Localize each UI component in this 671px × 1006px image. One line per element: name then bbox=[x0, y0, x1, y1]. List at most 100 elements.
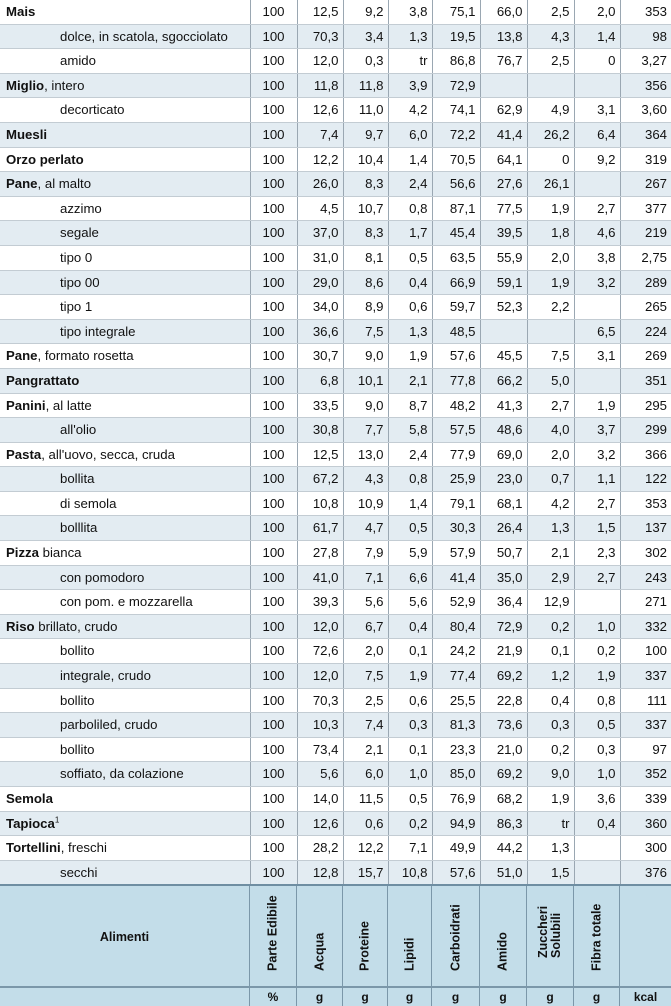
lipidi-cell: 0,1 bbox=[388, 737, 433, 763]
acqua-cell: 34,0 bbox=[297, 294, 344, 320]
lipidi-cell: 7,1 bbox=[388, 835, 433, 861]
table-row: Riso brillato, crudo 100 12,0 6,7 0,4 80,4 72,… bbox=[0, 614, 671, 640]
food-name-cell: Muesli bbox=[0, 122, 251, 148]
unit-cell: kcal bbox=[633, 990, 658, 1004]
food-name-cell: con pom. e mozzarella bbox=[0, 589, 251, 615]
header-carboidrati: Carboidrati bbox=[432, 886, 480, 988]
food-name: Semola bbox=[6, 791, 53, 806]
lipidi-cell: 1,9 bbox=[388, 663, 433, 689]
food-name-cell: bollito bbox=[0, 638, 251, 665]
carboidrati-cell: 70,5 bbox=[432, 147, 481, 173]
lipidi-cell: 0,8 bbox=[388, 196, 433, 222]
lipidi-cell: 0,5 bbox=[388, 245, 433, 271]
amido-cell: 68,2 bbox=[480, 786, 528, 812]
parte-edibile-cell: 100 bbox=[250, 565, 298, 591]
energia-cell: 289 bbox=[620, 270, 671, 296]
parte-edibile-cell: 100 bbox=[250, 24, 298, 50]
food-name-cell: amido bbox=[0, 48, 251, 74]
table-row: tipo 0 100 31,0 8,1 0,5 63,5 55,9 2,0 3,8 2,75 bbox=[0, 245, 671, 271]
zuccheri-solubili-cell: 1,9 bbox=[527, 270, 575, 296]
parte-edibile-cell: 100 bbox=[250, 270, 298, 296]
parte-edibile-cell: 100 bbox=[250, 860, 298, 886]
energia-cell: 299 bbox=[620, 417, 671, 443]
zuccheri-solubili-cell: 2,0 bbox=[527, 442, 575, 468]
proteine-cell: 12,2 bbox=[343, 835, 389, 861]
parte-edibile-cell: 100 bbox=[250, 171, 298, 197]
lipidi-cell: 1,7 bbox=[388, 220, 433, 246]
zuccheri-solubili-cell: 9,0 bbox=[527, 761, 575, 787]
lipidi-cell: 0,3 bbox=[388, 712, 433, 738]
food-qualifier: , all'uovo, secca, cruda bbox=[41, 446, 175, 462]
table-row: all'olio 100 30,8 7,7 5,8 57,5 48,6 4,0 3,7 299 bbox=[0, 417, 671, 443]
table-row: Tortellini, freschi 100 28,2 12,2 7,1 49,9 44,… bbox=[0, 835, 671, 861]
amido-cell: 26,4 bbox=[480, 515, 528, 542]
zuccheri-solubili-cell: 1,5 bbox=[527, 860, 575, 886]
zuccheri-solubili-cell: 2,1 bbox=[527, 540, 575, 566]
table-row: soffiato, da colazione 100 5,6 6,0 1,0 85,0 69… bbox=[0, 761, 671, 787]
unit-cell: g bbox=[297, 988, 343, 1006]
energia-cell: 353 bbox=[620, 0, 671, 25]
amido-cell: 72,9 bbox=[480, 614, 528, 640]
carboidrati-cell: 63,5 bbox=[432, 245, 481, 271]
food-qualifier: , freschi bbox=[60, 840, 107, 856]
food-name-cell: bollito bbox=[0, 737, 251, 763]
food-qualifier: all'olio bbox=[60, 422, 97, 438]
table-row: Pangrattato 100 6,8 10,1 2,1 77,8 66,2 5,0 351 bbox=[0, 368, 671, 394]
amido-cell bbox=[480, 73, 528, 99]
acqua-cell: 61,7 bbox=[297, 515, 344, 542]
header-label: Proteine bbox=[357, 920, 372, 971]
lipidi-cell: 0,4 bbox=[388, 614, 433, 640]
lipidi-cell: 0,6 bbox=[388, 294, 433, 320]
food-name-cell: Tapioca1 bbox=[0, 811, 251, 837]
proteine-cell: 10,9 bbox=[343, 491, 389, 517]
fibra-totale-cell: 0 bbox=[574, 48, 621, 74]
header-lipidi: Lipidi bbox=[388, 886, 432, 988]
food-name-cell: decorticato bbox=[0, 97, 251, 123]
fibra-totale-cell: 2,7 bbox=[574, 565, 621, 591]
energia-cell: 364 bbox=[620, 122, 671, 148]
amido-cell: 68,1 bbox=[480, 491, 528, 517]
table-row: bollito 100 72,6 2,0 0,1 24,2 21,9 0,1 0,2 100 bbox=[0, 638, 671, 665]
carboidrati-cell: 25,9 bbox=[432, 466, 481, 492]
proteine-cell: 8,3 bbox=[343, 171, 389, 197]
parte-edibile-cell: 100 bbox=[250, 245, 298, 271]
fibra-totale-cell: 0,3 bbox=[574, 737, 621, 763]
table-row: di semola 100 10,8 10,9 1,4 79,1 68,1 4,2 2,7 353 bbox=[0, 491, 671, 517]
fibra-totale-cell: 1,9 bbox=[574, 663, 621, 689]
energia-cell: 3,60 bbox=[620, 97, 671, 123]
table-row: con pom. e mozzarella 100 39,3 5,6 5,6 52,9 36… bbox=[0, 589, 671, 615]
carboidrati-cell: 57,6 bbox=[432, 343, 481, 369]
fibra-totale-cell: 9,2 bbox=[574, 147, 621, 173]
carboidrati-cell: 56,6 bbox=[432, 171, 481, 197]
amido-cell: 69,2 bbox=[480, 761, 528, 787]
food-name-cell: tipo 00 bbox=[0, 270, 251, 296]
lipidi-cell: 3,9 bbox=[388, 73, 433, 99]
parte-edibile-cell: 100 bbox=[250, 73, 298, 99]
carboidrati-cell: 79,1 bbox=[432, 491, 481, 517]
parte-edibile-cell: 100 bbox=[250, 122, 298, 148]
food-name: Orzo perlato bbox=[6, 151, 84, 167]
proteine-cell: 0,6 bbox=[343, 811, 389, 837]
energia-cell: 3,27 bbox=[620, 48, 671, 74]
amido-cell: 13,8 bbox=[480, 24, 528, 50]
acqua-cell: 12,2 bbox=[297, 147, 344, 173]
carboidrati-cell: 81,3 bbox=[432, 712, 481, 738]
fibra-totale-cell: 3,2 bbox=[574, 442, 621, 468]
parte-edibile-cell: 100 bbox=[250, 712, 298, 738]
acqua-cell: 10,3 bbox=[297, 712, 344, 738]
carboidrati-cell: 19,5 bbox=[432, 24, 481, 50]
carboidrati-cell: 77,8 bbox=[432, 368, 481, 394]
parte-edibile-cell: 100 bbox=[250, 294, 298, 320]
food-name-cell: Pangrattato bbox=[0, 368, 251, 394]
carboidrati-cell: 41,4 bbox=[432, 565, 481, 591]
proteine-cell: 6,0 bbox=[343, 761, 389, 787]
table-row: Pizza bianca 100 27,8 7,9 5,9 57,9 50,7 2,1 2,3 3… bbox=[0, 540, 671, 566]
carboidrati-cell: 45,4 bbox=[432, 220, 481, 246]
fibra-totale-cell bbox=[574, 835, 621, 861]
lipidi-cell: 4,2 bbox=[388, 97, 433, 123]
amido-cell: 41,4 bbox=[480, 122, 528, 148]
fibra-totale-cell: 2,7 bbox=[574, 196, 621, 222]
table-row: Pasta, all'uovo, secca, cruda 100 12,5 13,0… bbox=[0, 442, 671, 468]
food-name: Tortellini bbox=[6, 840, 61, 856]
